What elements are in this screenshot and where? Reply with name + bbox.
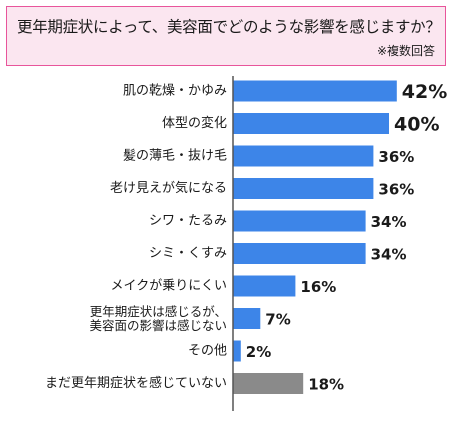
category-label: シワ・たるみ bbox=[149, 214, 227, 229]
value-label: 16% bbox=[300, 278, 336, 296]
category-label: 老け見えが気になる bbox=[110, 180, 227, 196]
bar bbox=[233, 308, 261, 329]
bar bbox=[233, 178, 374, 199]
bar bbox=[233, 210, 366, 232]
value-label: 36% bbox=[378, 181, 414, 199]
category-label: まだ更年期症状を感じていない bbox=[45, 375, 227, 391]
multiple-answer-note: ※複数回答 bbox=[376, 44, 435, 58]
value-label: 40% bbox=[394, 114, 439, 136]
bar bbox=[233, 340, 241, 362]
category-label: メイクが乗りにくい bbox=[111, 279, 227, 294]
bar bbox=[233, 113, 389, 134]
bar bbox=[233, 80, 397, 102]
category-label: 更年期症状は感じるが、 bbox=[90, 304, 227, 319]
question-title: 更年期症状によって、美容面でどのような影響を感じますか？ bbox=[17, 18, 441, 36]
category-label: その他 bbox=[188, 344, 227, 359]
value-label: 34% bbox=[371, 213, 407, 231]
category-label: 美容面の影響は感じない bbox=[89, 318, 227, 333]
category-label: 髪の薄毛・抜け毛 bbox=[123, 148, 227, 164]
category-label: 肌の乾燥・かゆみ bbox=[123, 84, 227, 99]
value-label: 18% bbox=[308, 376, 344, 394]
bar bbox=[233, 275, 296, 297]
question-box: 更年期症状によって、美容面でどのような影響を感じますか？ ※複数回答 bbox=[6, 6, 446, 66]
bar bbox=[233, 243, 366, 264]
value-label: 34% bbox=[371, 246, 407, 264]
category-label: 体型の変化 bbox=[162, 115, 227, 131]
bar bbox=[233, 373, 304, 394]
value-label: 36% bbox=[378, 148, 414, 166]
value-label: 42% bbox=[402, 81, 447, 103]
bar bbox=[233, 145, 374, 167]
value-label: 7% bbox=[265, 311, 290, 329]
value-label: 2% bbox=[246, 343, 271, 361]
category-label: シミ・くすみ bbox=[149, 246, 227, 261]
